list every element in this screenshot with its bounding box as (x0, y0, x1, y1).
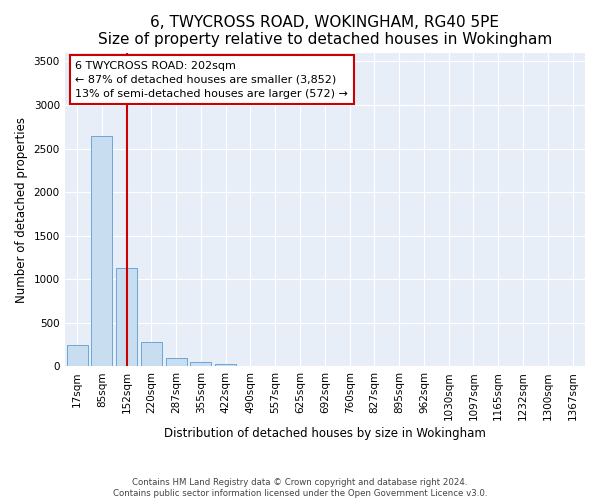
Bar (91, 136, 112, 366)
Bar (67, 344, 88, 366)
Title: 6, TWYCROSS ROAD, WOKINGHAM, RG40 5PE
Size of property relative to detached hous: 6, TWYCROSS ROAD, WOKINGHAM, RG40 5PE Si… (98, 15, 552, 48)
Bar (215, 364, 236, 366)
Bar (116, 268, 137, 366)
Text: Contains HM Land Registry data © Crown copyright and database right 2024.
Contai: Contains HM Land Registry data © Crown c… (113, 478, 487, 498)
Y-axis label: Number of detached properties: Number of detached properties (15, 116, 28, 302)
Bar (141, 342, 162, 366)
Text: 6 TWYCROSS ROAD: 202sqm
← 87% of detached houses are smaller (3,852)
13% of semi: 6 TWYCROSS ROAD: 202sqm ← 87% of detache… (75, 60, 348, 98)
X-axis label: Distribution of detached houses by size in Wokingham: Distribution of detached houses by size … (164, 427, 486, 440)
Bar (190, 362, 211, 366)
Bar (166, 358, 187, 366)
